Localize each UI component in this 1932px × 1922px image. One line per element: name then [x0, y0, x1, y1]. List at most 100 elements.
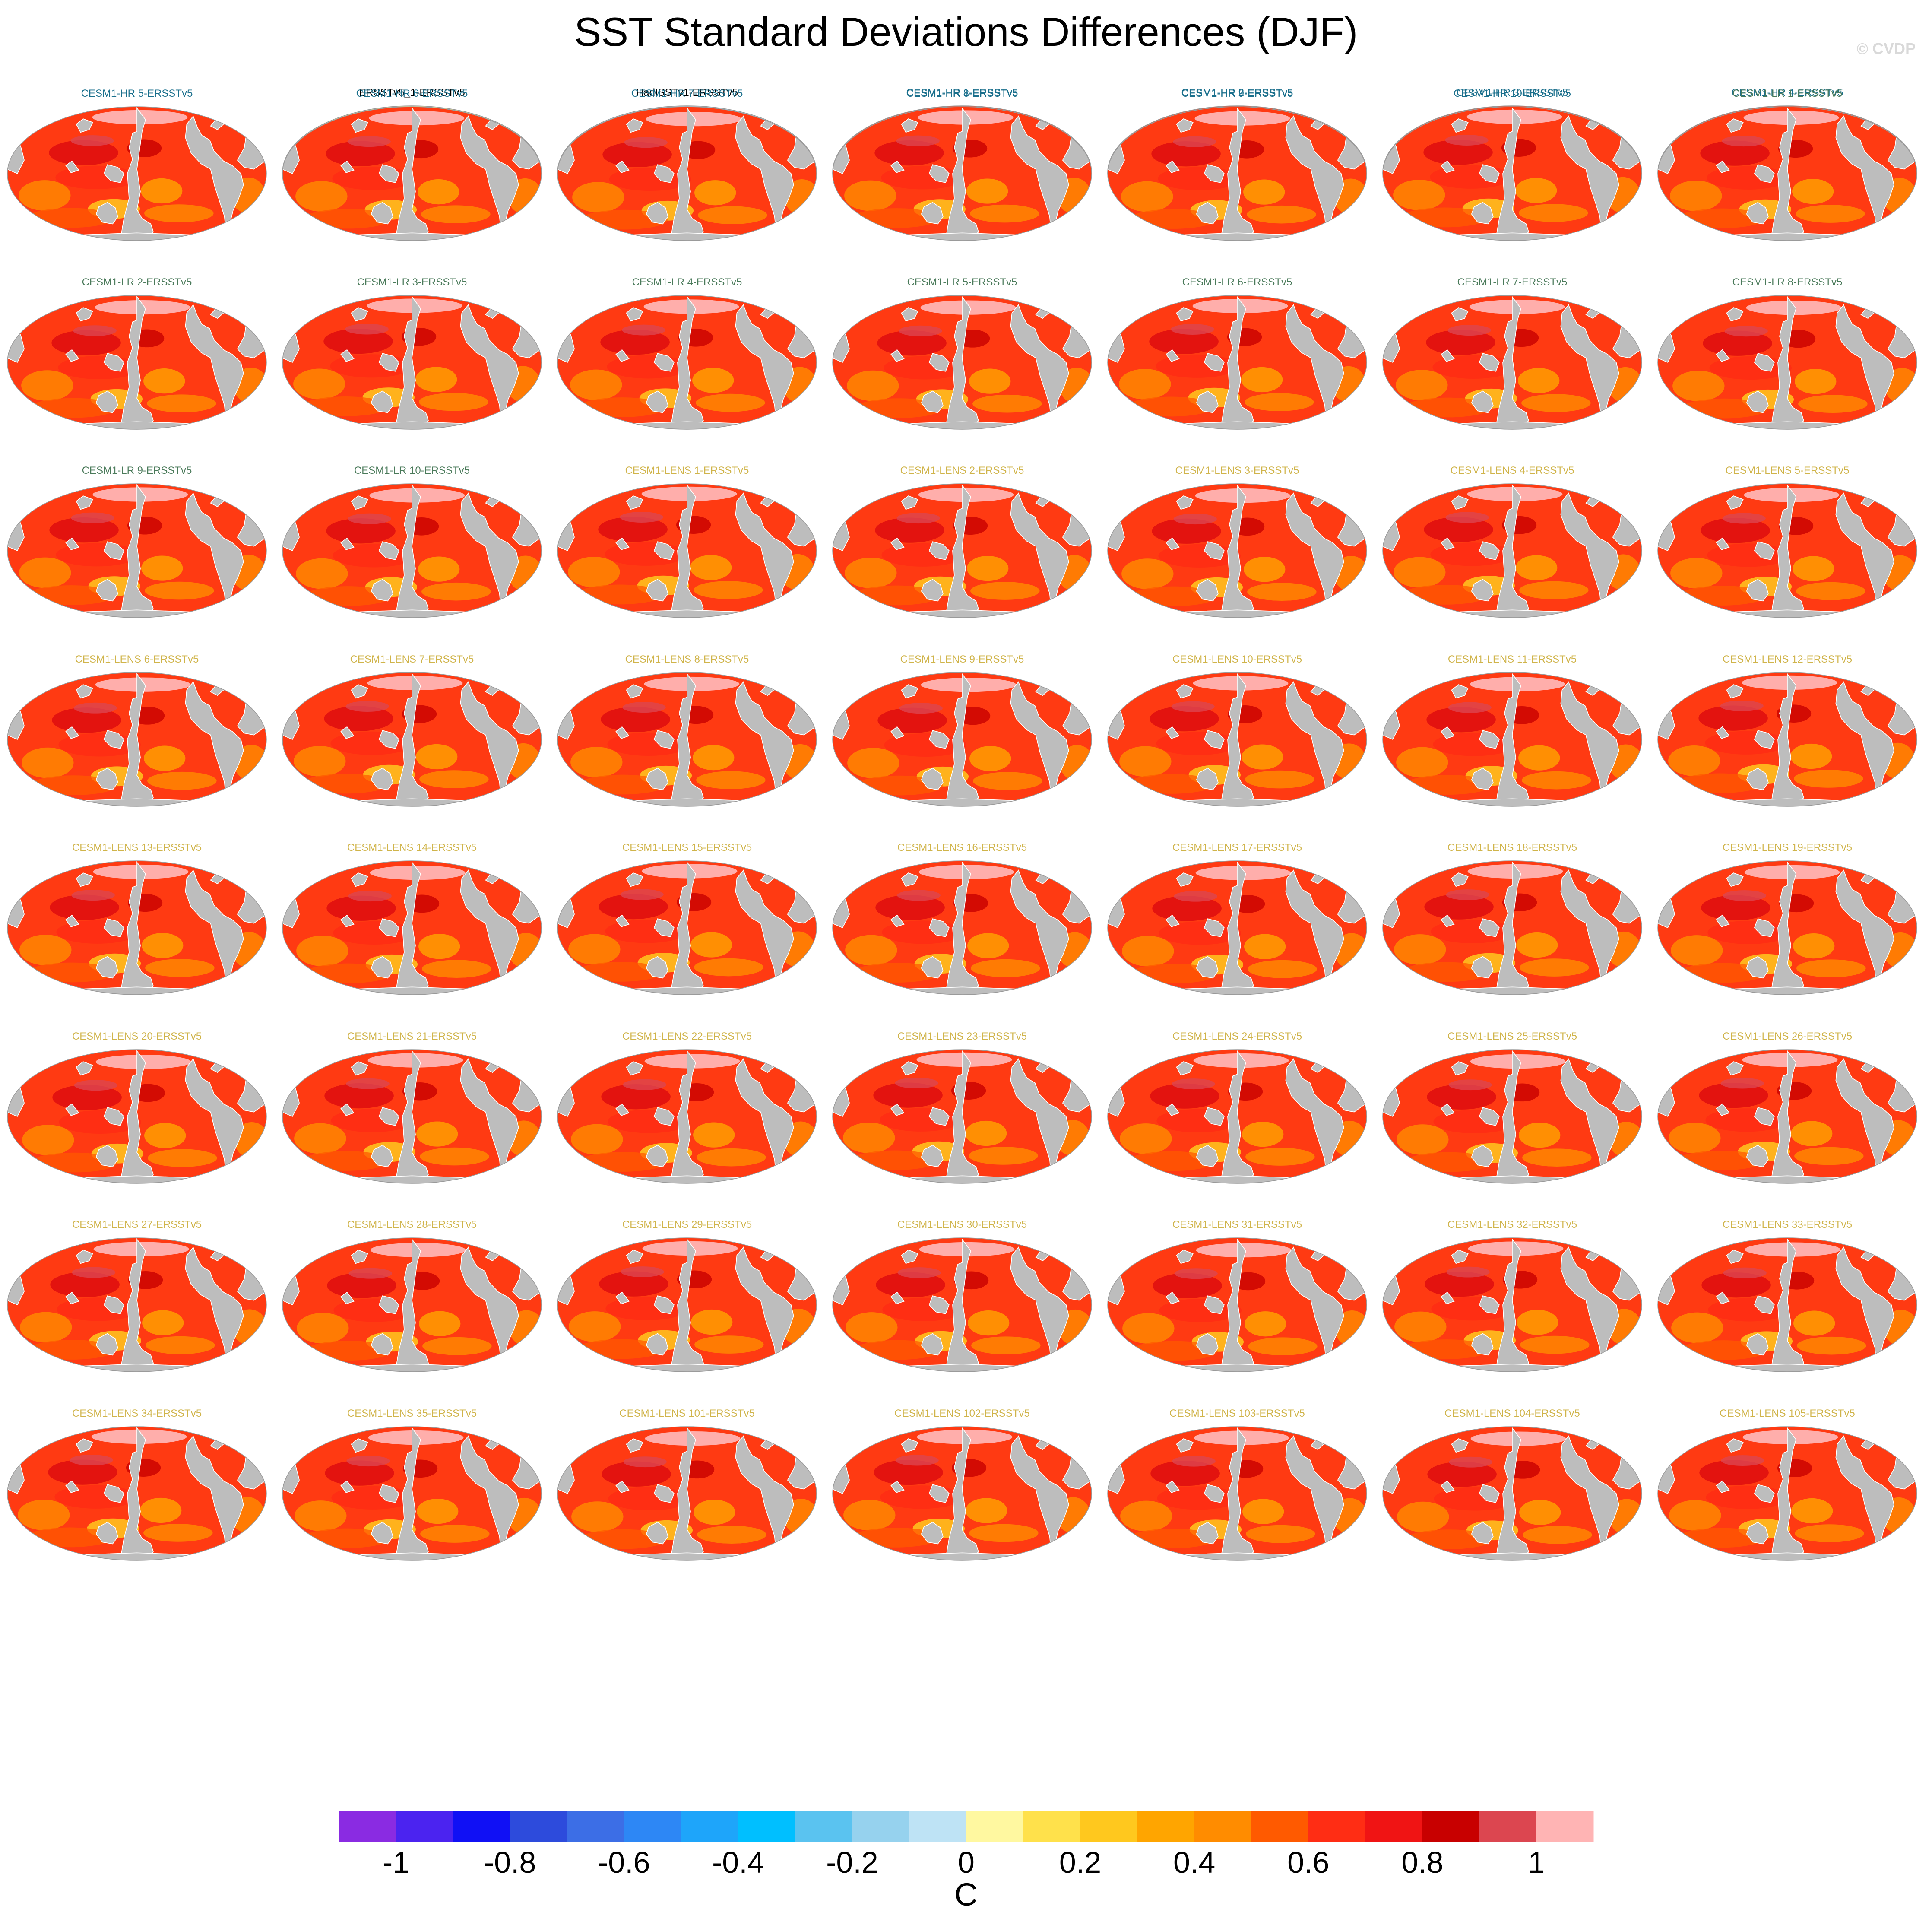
anomaly-region [49, 517, 119, 543]
panel-title: CESM1-LENS 20-ERSSTv5 [72, 1030, 202, 1042]
land-mass [735, 1435, 794, 1551]
land-mass [1726, 1438, 1744, 1453]
land-mass [615, 1103, 630, 1116]
land-mass [65, 537, 79, 550]
anomaly-region [696, 393, 765, 412]
land-mass [928, 729, 950, 749]
anomaly-region [843, 1122, 895, 1153]
land-mass [1441, 160, 1455, 173]
land-mass [1746, 1145, 1769, 1167]
land-mass [928, 164, 950, 183]
anomaly-region [897, 1267, 941, 1278]
land-mass [1754, 1484, 1775, 1503]
anomaly-region [1245, 1147, 1315, 1166]
colorbar-segment [795, 1811, 852, 1842]
land-mass [921, 768, 944, 790]
anomaly-region [421, 205, 491, 223]
anomaly-region [1393, 180, 1445, 210]
anomaly-region [880, 1485, 963, 1509]
anomaly-region [1449, 1456, 1492, 1468]
map-panel [1382, 1237, 1642, 1372]
colorbar-segment [396, 1811, 453, 1842]
land-mass [185, 115, 244, 231]
map-outline [1657, 672, 1917, 807]
land-mass [1010, 1246, 1069, 1362]
land-mass [1754, 729, 1775, 749]
anomaly-region [1720, 700, 1764, 711]
land-mass [1560, 1246, 1619, 1362]
land-mass [1691, 232, 1892, 241]
land-mass [1835, 492, 1894, 608]
land-mass [615, 914, 630, 927]
anomaly-region [1700, 140, 1770, 166]
land-mass [1754, 352, 1775, 372]
anomaly-region [330, 354, 413, 377]
anomaly-region [620, 889, 664, 900]
map-panel [1107, 672, 1367, 807]
anomaly-region [324, 706, 393, 731]
land-mass [41, 986, 241, 995]
land-mass [103, 1484, 124, 1503]
land-mass [95, 390, 118, 413]
panel-title: CESM1-LENS 18-ERSSTv5 [1447, 842, 1577, 853]
anomaly-region [971, 1336, 1041, 1354]
anomaly-region [325, 1460, 394, 1486]
anomaly-region [847, 747, 899, 778]
map-outline [1657, 295, 1917, 430]
land-mass [351, 1438, 368, 1453]
map-outline [557, 106, 817, 241]
map-panel [1382, 1426, 1642, 1561]
map-outline [1107, 1237, 1367, 1372]
anomaly-region [568, 222, 603, 235]
land-mass [626, 1061, 643, 1075]
anomaly-region [694, 958, 763, 977]
anomaly-region [620, 512, 663, 523]
anomaly-region [1664, 1163, 1699, 1176]
land-mass [591, 421, 792, 429]
land-mass [866, 1175, 1067, 1183]
anomaly-region [845, 558, 897, 588]
anomaly-region [1242, 1498, 1284, 1524]
anomaly-region [348, 891, 392, 902]
land-mass [1285, 492, 1344, 608]
anomaly-region [1394, 934, 1446, 965]
anomaly-region [1793, 1310, 1835, 1336]
map-panel [282, 483, 542, 618]
map-panel [832, 295, 1092, 430]
anomaly-region [419, 393, 488, 411]
anomaly-region [1723, 1267, 1767, 1278]
land-mass [76, 1061, 93, 1075]
anomaly-region [875, 895, 945, 920]
panel-title: CESM1-LENS 103-ERSSTv5 [1169, 1407, 1305, 1419]
map-panel [1657, 1049, 1917, 1184]
anomaly-region [1120, 1500, 1172, 1531]
anomaly-region [602, 142, 672, 167]
anomaly-region [418, 179, 459, 205]
land-mass [1726, 307, 1744, 321]
anomaly-region [140, 1497, 182, 1523]
land-mass [1010, 304, 1069, 420]
land-mass [1754, 1107, 1775, 1126]
land-mass [1141, 1364, 1342, 1372]
anomaly-region [1797, 1336, 1866, 1355]
land-mass [591, 1175, 792, 1183]
anomaly-region [568, 934, 621, 965]
land-mass [1285, 1058, 1344, 1174]
colorbar-segment [1308, 1811, 1366, 1842]
land-mass [340, 726, 355, 739]
anomaly-region [965, 1120, 1007, 1146]
land-mass [1196, 1333, 1219, 1356]
land-mass [626, 684, 643, 698]
map-panel [1657, 1237, 1917, 1372]
panel-title: CESM1-HR 1-ERSSTv5 [906, 87, 1018, 98]
anomaly-region [1520, 958, 1589, 977]
anomaly-region [1246, 1525, 1315, 1543]
anomaly-region [877, 330, 947, 355]
anomaly-region [1245, 1311, 1286, 1337]
anomaly-region [1664, 786, 1699, 799]
map-panel [1107, 1237, 1367, 1372]
land-mass [653, 729, 675, 749]
map-panel [1657, 295, 1917, 430]
map-panel [282, 1237, 542, 1372]
panel-title: CESM1-LR 2-ERSSTv5 [82, 276, 192, 288]
